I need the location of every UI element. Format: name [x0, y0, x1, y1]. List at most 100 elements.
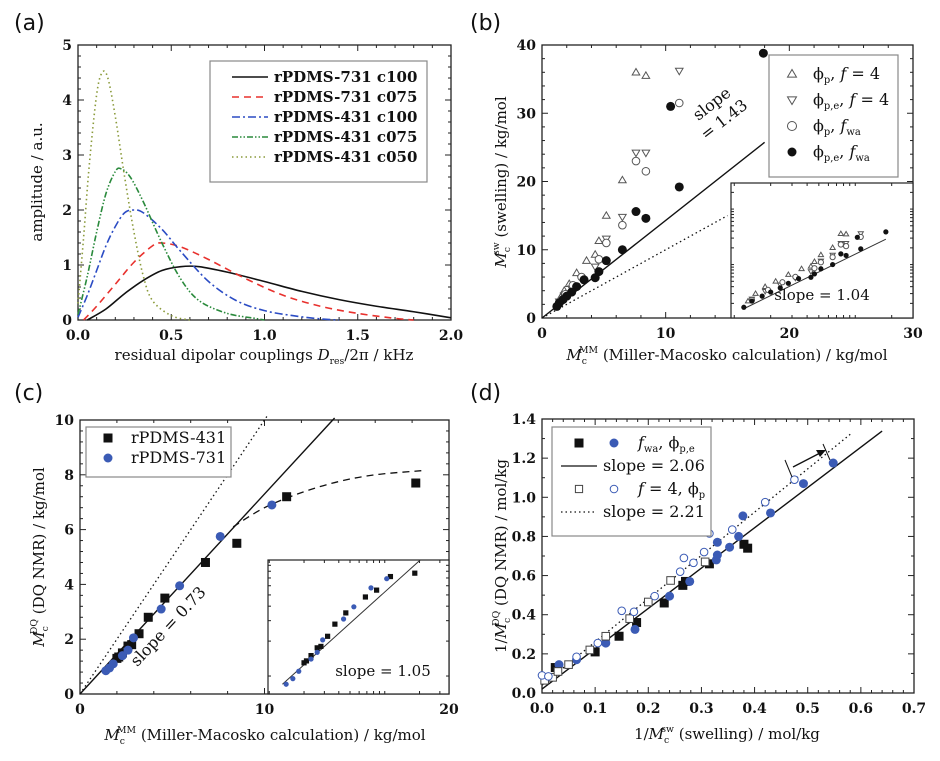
data-point	[666, 576, 675, 585]
y-tick-label: 1.4	[512, 412, 537, 428]
data-point	[318, 643, 324, 650]
text-segment: f	[848, 90, 858, 109]
data-point	[554, 660, 564, 670]
data-point	[749, 298, 755, 304]
data-point	[817, 259, 824, 266]
data-point	[332, 621, 338, 627]
data-point	[685, 576, 695, 586]
text-segment: residual dipolar couplings	[115, 346, 318, 364]
text-segment: (Miller-Macosko calculation) / kg/mol	[598, 346, 888, 364]
legend-label: f = 4, ϕp	[637, 479, 705, 501]
data-point	[790, 475, 799, 484]
text-segment: ,	[830, 64, 840, 83]
data-point	[112, 653, 122, 663]
data-point	[674, 182, 684, 192]
text-segment: ,	[839, 90, 849, 109]
data-point	[631, 67, 641, 76]
text-segment: slope = 2.21	[603, 502, 705, 521]
x-tick-label: 1.5	[346, 328, 370, 344]
data-point	[798, 265, 806, 272]
series-line	[77, 209, 340, 321]
text-segment: f	[839, 64, 849, 83]
data-point	[843, 243, 850, 250]
text-segment: p,e	[824, 101, 839, 112]
data-point	[629, 607, 639, 617]
y-tick-label: 10	[517, 243, 537, 259]
data-point	[712, 550, 722, 560]
y-tick-label: 0	[62, 313, 72, 329]
y-tick-label: 10	[55, 413, 75, 429]
text-segment: M	[565, 346, 582, 364]
data-point	[837, 241, 844, 248]
data-point	[725, 542, 735, 552]
text-segment: p,e	[824, 153, 839, 164]
series-2	[540, 557, 710, 685]
data-point	[301, 660, 307, 666]
data-point	[544, 672, 553, 681]
data-point	[594, 236, 604, 245]
x-tick-label: 10	[255, 702, 275, 718]
data-point	[810, 258, 818, 264]
text-segment: rPDMS-431	[131, 428, 226, 447]
data-point	[675, 567, 685, 576]
data-point	[650, 591, 659, 601]
series-line	[86, 265, 452, 321]
text-segment: 1/	[492, 637, 510, 653]
series-2	[77, 209, 340, 321]
data-point	[787, 147, 797, 157]
text-segment: p,e	[679, 444, 694, 455]
x-tick-label: 0	[75, 702, 85, 718]
data-point	[314, 645, 320, 651]
text-segment: ϕ	[813, 142, 824, 161]
data-point	[282, 492, 292, 502]
data-point	[727, 525, 737, 534]
data-point	[818, 266, 824, 272]
data-point	[103, 453, 113, 463]
data-point	[593, 638, 603, 648]
text-segment: rPDMS-431 c075	[274, 128, 417, 146]
y-tick-label: 8	[64, 468, 74, 484]
data-point	[590, 263, 600, 272]
text-segment: c	[120, 736, 125, 747]
data-point	[786, 68, 798, 78]
data-point	[296, 668, 302, 674]
data-point	[854, 234, 860, 240]
text-segment: rPDMS-431 c050	[274, 148, 417, 166]
data-point	[368, 585, 374, 591]
data-point	[811, 271, 818, 277]
data-point	[641, 70, 651, 79]
data-point	[572, 652, 581, 662]
text-segment: , ϕ	[658, 433, 679, 452]
data-point	[617, 175, 628, 184]
data-point	[625, 614, 634, 623]
data-point	[828, 458, 838, 468]
data-point	[641, 149, 651, 158]
y-tick-label: 0	[526, 311, 536, 327]
text-segment: (swelling) / mol/kg	[674, 725, 820, 743]
y-tick-label: 0.6	[512, 569, 536, 585]
text-segment: p	[824, 75, 830, 86]
text-segment: DQ	[29, 619, 40, 634]
y-tick-label: 3	[62, 148, 72, 164]
data-point	[641, 213, 651, 223]
text-segment: MM	[117, 725, 137, 736]
y-axis-label: 1/McDQ (DQ NMR) / mol/kg	[491, 459, 513, 653]
data-point	[374, 587, 380, 593]
text-segment: (Miller-Macosko calculation) / kg/mol	[136, 726, 426, 744]
legend-label: rPDMS-731 c100	[274, 68, 417, 86]
text-segment: = 4	[855, 90, 889, 109]
text-segment: c	[502, 618, 513, 623]
text-segment: p	[699, 490, 705, 501]
data-point	[574, 484, 584, 494]
data-point	[590, 647, 600, 657]
data-point	[787, 121, 797, 131]
inset-slope-annotation: slope = 1.05	[335, 662, 431, 680]
text-segment: M	[103, 726, 120, 744]
x-axis-label: 1/Mcsw (swelling) / mol/kg	[634, 724, 820, 746]
x-tick-label: 2.0	[439, 328, 464, 344]
data-point	[842, 230, 850, 237]
